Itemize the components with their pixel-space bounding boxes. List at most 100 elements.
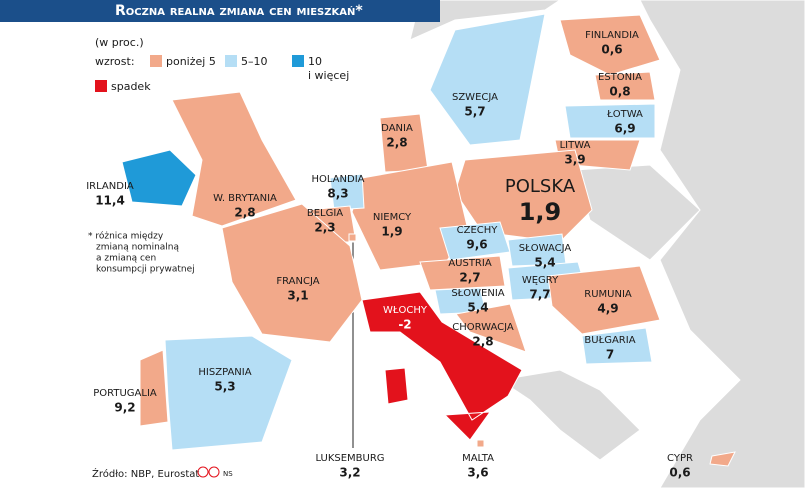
country-value: 5,3 — [214, 380, 235, 394]
country-value: 5,7 — [464, 105, 485, 119]
country — [709, 451, 736, 467]
legend: poniżej 5 5–10 10i więcej spadek — [95, 55, 349, 93]
credit-icon — [197, 466, 209, 478]
country — [564, 103, 656, 139]
country — [547, 265, 661, 335]
country — [594, 71, 656, 101]
legend-swatch — [292, 55, 304, 67]
country-value: 2,8 — [234, 206, 255, 220]
country-name: FINLANDIA — [585, 30, 639, 41]
land — [498, 369, 641, 461]
footnote-line: zmianą nominalną — [96, 243, 179, 253]
country-value: 3,6 — [467, 466, 488, 480]
footnote-line: * różnica między — [88, 231, 164, 242]
country-value: 9,2 — [114, 401, 135, 415]
country-value: 0,6 — [601, 43, 622, 57]
country-name: PORTUGALIA — [93, 388, 157, 399]
country — [171, 91, 297, 227]
country-value: 1,9 — [519, 198, 562, 226]
legend-growth-label: wzrost: — [95, 55, 135, 68]
legend-label: spadek — [111, 80, 151, 93]
country-name: WĘGRY — [522, 275, 559, 286]
credit: NS — [223, 470, 233, 478]
country-value: -2 — [398, 318, 411, 332]
country-value: 0,8 — [609, 85, 630, 99]
credit-icon — [208, 466, 220, 478]
country-name: HOLANDIA — [311, 174, 364, 185]
country-value: 3,1 — [287, 289, 308, 303]
country — [429, 13, 546, 146]
country-value: 9,6 — [466, 238, 487, 252]
country-name: HISZPANIA — [198, 367, 251, 378]
legend-swatch — [95, 80, 107, 92]
country-value: 2,3 — [314, 221, 335, 235]
footnote-line: konsumpcji prywatnej — [96, 265, 195, 275]
country — [361, 291, 523, 441]
country — [329, 173, 365, 211]
footnote-line: a zmianą cen — [96, 254, 156, 264]
country — [121, 149, 197, 207]
legend-unit: (w proc.) — [95, 36, 144, 49]
country-name: SZWECJA — [452, 92, 498, 103]
country-value: 6,9 — [614, 122, 635, 136]
country-name: LITWA — [560, 140, 591, 151]
country-name: RUMUNIA — [584, 289, 632, 300]
legend-label: 5–10 — [241, 55, 268, 68]
country — [419, 255, 506, 291]
country-name: POLSKA — [505, 176, 576, 197]
country-value: 3,9 — [564, 153, 585, 167]
title-bar — [0, 0, 440, 22]
country-value: 2,8 — [386, 136, 407, 150]
country-value: 2,7 — [459, 271, 480, 285]
country-value: 3,2 — [339, 466, 360, 480]
country-name: CZECHY — [457, 225, 499, 236]
country-name: CHORWACJA — [452, 322, 514, 333]
country-name: BUŁGARIA — [584, 335, 635, 346]
legend-swatch — [150, 55, 162, 67]
title: Roczna realna zmiana cen mieszkań* — [115, 3, 363, 19]
country-value: 8,3 — [327, 187, 348, 201]
country-value: 5,4 — [534, 256, 555, 270]
country-name: FRANCJA — [276, 276, 319, 287]
regions: FINLANDIA 0,6 ESTONIA 0,8 ŁOTWA 6,9 LITWA 3,9 SZ… — [86, 13, 736, 480]
country-name: ŁOTWA — [606, 109, 643, 120]
country — [348, 233, 357, 242]
country-name: WŁOCHY — [383, 305, 428, 316]
land — [409, 0, 561, 41]
country-value: 5,4 — [467, 301, 488, 315]
country-name: ESTONIA — [598, 72, 642, 83]
country-value: 7 — [606, 348, 614, 362]
country-name: IRLANDIA — [86, 181, 134, 192]
country — [221, 203, 363, 343]
country-value: 0,6 — [669, 466, 690, 480]
legend-label: poniżej 5 — [166, 55, 216, 68]
country-value: 7,7 — [529, 288, 550, 302]
country-name: SŁOWACJA — [519, 243, 572, 254]
country-name: AUSTRIA — [448, 258, 492, 269]
land — [639, 0, 805, 488]
country-name: BELGIA — [307, 208, 343, 219]
country-name: NIEMCY — [373, 212, 412, 223]
country-name: W. BRYTANIA — [213, 193, 277, 204]
background-land — [409, 0, 805, 488]
legend-label: 10 — [308, 55, 322, 68]
country-name: LUKSEMBURG — [315, 453, 384, 464]
country — [139, 349, 169, 427]
country — [559, 14, 661, 76]
country-name: DANIA — [381, 123, 413, 134]
country-name: SŁOWENIA — [451, 288, 504, 299]
legend-swatch — [225, 55, 237, 67]
country-name: CYPR — [667, 453, 693, 464]
country — [476, 439, 485, 448]
country-value: 2,8 — [472, 335, 493, 349]
country-value: 4,9 — [597, 302, 618, 316]
source: Źródło: NBP, Eurostat — [92, 467, 199, 480]
country-value: 11,4 — [95, 194, 125, 208]
country — [581, 327, 653, 365]
country — [164, 335, 293, 451]
country — [455, 303, 527, 353]
country-name: MALTA — [462, 453, 494, 464]
legend-label: i więcej — [308, 69, 349, 82]
